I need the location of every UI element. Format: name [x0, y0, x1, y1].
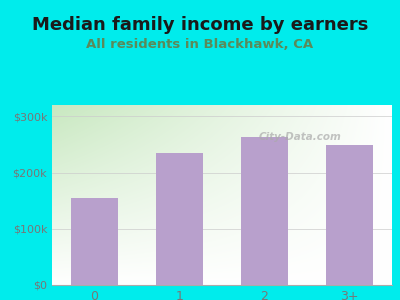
Bar — [326, 146, 373, 285]
Text: City-Data.com: City-Data.com — [259, 132, 342, 142]
Text: All residents in Blackhawk, CA: All residents in Blackhawk, CA — [86, 38, 314, 50]
Bar — [156, 153, 203, 285]
Bar — [71, 198, 118, 285]
Text: Median family income by earners: Median family income by earners — [32, 16, 368, 34]
Bar — [241, 137, 288, 285]
